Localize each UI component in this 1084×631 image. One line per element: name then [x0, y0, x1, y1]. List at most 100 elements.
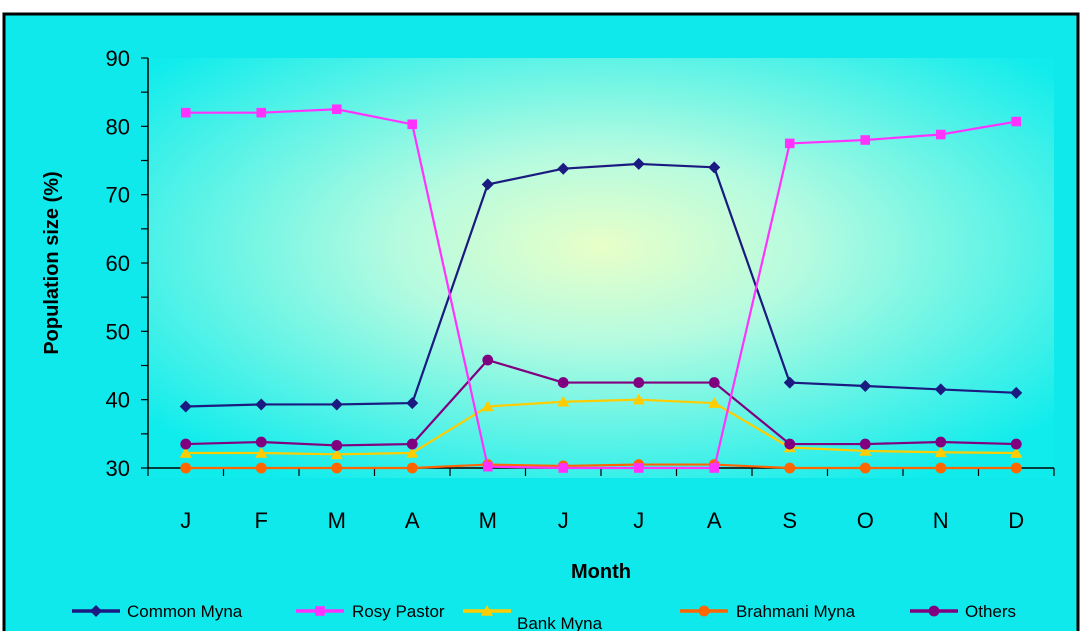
data-point-bank-myna	[859, 444, 872, 456]
data-point-common-myna	[708, 161, 721, 174]
data-point-rosy-pastor	[709, 463, 720, 473]
data-point-common-myna	[934, 383, 947, 396]
x-tick-label: M	[479, 508, 497, 533]
series-rosy-pastor	[180, 104, 1022, 473]
y-tick-label: 30	[106, 456, 130, 481]
y-tick-label: 60	[106, 251, 130, 276]
data-point-bank-myna	[1010, 446, 1023, 458]
y-tick-label: 50	[106, 319, 130, 344]
data-point-others	[180, 438, 192, 450]
series-bank-myna	[179, 393, 1023, 460]
data-point-bank-myna	[255, 446, 268, 458]
data-point-common-myna	[859, 380, 872, 392]
legend-marker-rosy-pastor	[315, 606, 325, 616]
labels-layer: Month Population size (%)	[41, 171, 631, 583]
x-tick-label: A	[405, 508, 420, 533]
data-point-brahmani-myna	[331, 462, 343, 474]
data-point-others	[406, 438, 418, 450]
y-tick-label: 40	[106, 388, 130, 413]
x-tick-label: J	[633, 508, 644, 533]
data-point-brahmani-myna	[784, 462, 796, 474]
legend: Common Myna Rosy Pastor Bank Myna Brahmani …	[72, 602, 1016, 631]
data-point-bank-myna	[632, 393, 645, 405]
data-point-others	[633, 377, 645, 388]
legend-label-others: Others	[965, 602, 1016, 621]
data-point-rosy-pastor	[935, 129, 946, 140]
data-point-common-myna	[783, 376, 796, 389]
data-point-brahmani-myna	[406, 462, 418, 474]
data-point-bank-myna	[708, 397, 721, 408]
data-point-brahmani-myna	[1010, 462, 1022, 474]
data-point-rosy-pastor	[331, 104, 342, 115]
data-point-common-myna	[406, 397, 419, 410]
data-point-others	[859, 438, 871, 450]
data-point-common-myna	[179, 400, 192, 413]
data-point-rosy-pastor	[558, 463, 569, 473]
legend-item-brahmani-myna: Brahmani Myna	[680, 602, 856, 621]
series-line-bank-myna	[185, 398, 1017, 456]
plot-background	[148, 58, 1054, 478]
data-point-others	[482, 354, 494, 366]
legend-label-rosy-pastor: Rosy Pastor	[352, 602, 445, 621]
data-point-rosy-pastor	[860, 135, 871, 145]
series-line-common-myna	[185, 162, 1017, 408]
data-point-common-myna	[557, 162, 570, 175]
x-tick-label: D	[1008, 508, 1024, 533]
series-common-myna	[179, 157, 1023, 413]
data-point-rosy-pastor	[482, 461, 493, 472]
data-point-rosy-pastor	[633, 463, 644, 473]
data-point-rosy-pastor	[256, 107, 267, 118]
data-point-bank-myna	[934, 446, 947, 458]
y-tick-label: 80	[106, 114, 130, 139]
data-point-common-myna	[255, 398, 268, 411]
data-point-others	[255, 436, 267, 448]
legend-item-common-myna: Common Myna	[72, 602, 243, 621]
data-point-bank-myna	[330, 448, 343, 460]
legend-item-rosy-pastor: Rosy Pastor	[296, 602, 445, 621]
x-tick-label: S	[782, 508, 797, 533]
data-point-brahmani-myna	[859, 462, 871, 474]
series-line-others	[185, 358, 1017, 447]
data-point-others	[708, 377, 720, 388]
data-point-rosy-pastor	[1011, 116, 1022, 127]
data-point-rosy-pastor	[180, 107, 191, 118]
data-point-bank-myna	[179, 446, 192, 458]
x-tick-label: J	[180, 508, 191, 533]
data-point-brahmani-myna	[255, 462, 267, 474]
x-tick-label: A	[707, 508, 722, 533]
data-point-bank-myna	[557, 395, 570, 407]
series-line-rosy-pastor	[185, 108, 1017, 470]
x-tick-label: J	[558, 508, 569, 533]
series-line-brahmani-myna	[185, 463, 1017, 470]
data-point-others	[935, 436, 947, 448]
data-point-others	[557, 377, 569, 388]
data-point-bank-myna	[406, 446, 419, 458]
data-point-rosy-pastor	[407, 119, 418, 130]
x-tick-label: M	[328, 508, 346, 533]
x-axis-title: Month	[571, 561, 631, 583]
legend-label-bank-myna: Bank Myna	[517, 614, 603, 631]
data-point-common-myna	[481, 178, 494, 191]
legend-marker-common-myna	[90, 605, 102, 617]
y-tick-label: 70	[106, 183, 130, 208]
y-axis-title: Population size (%)	[41, 171, 63, 354]
series-others	[180, 354, 1022, 451]
x-tick-label: F	[255, 508, 268, 533]
data-point-common-myna	[1010, 386, 1023, 399]
y-tick-label: 90	[106, 46, 130, 71]
legend-marker-bank-myna	[481, 605, 493, 616]
x-tick-label: N	[933, 508, 949, 533]
legend-item-bank-myna: Bank Myna	[463, 605, 603, 631]
legend-item-others: Others	[910, 602, 1016, 621]
data-point-others	[784, 438, 796, 450]
data-point-common-myna	[632, 157, 645, 170]
legend-label-brahmani-myna: Brahmani Myna	[736, 602, 856, 621]
series-layer	[179, 104, 1023, 474]
legend-label-common-myna: Common Myna	[127, 602, 243, 621]
x-tick-label: O	[857, 508, 874, 533]
data-point-bank-myna	[481, 400, 494, 412]
data-point-common-myna	[330, 398, 343, 411]
data-point-brahmani-myna	[180, 462, 192, 474]
